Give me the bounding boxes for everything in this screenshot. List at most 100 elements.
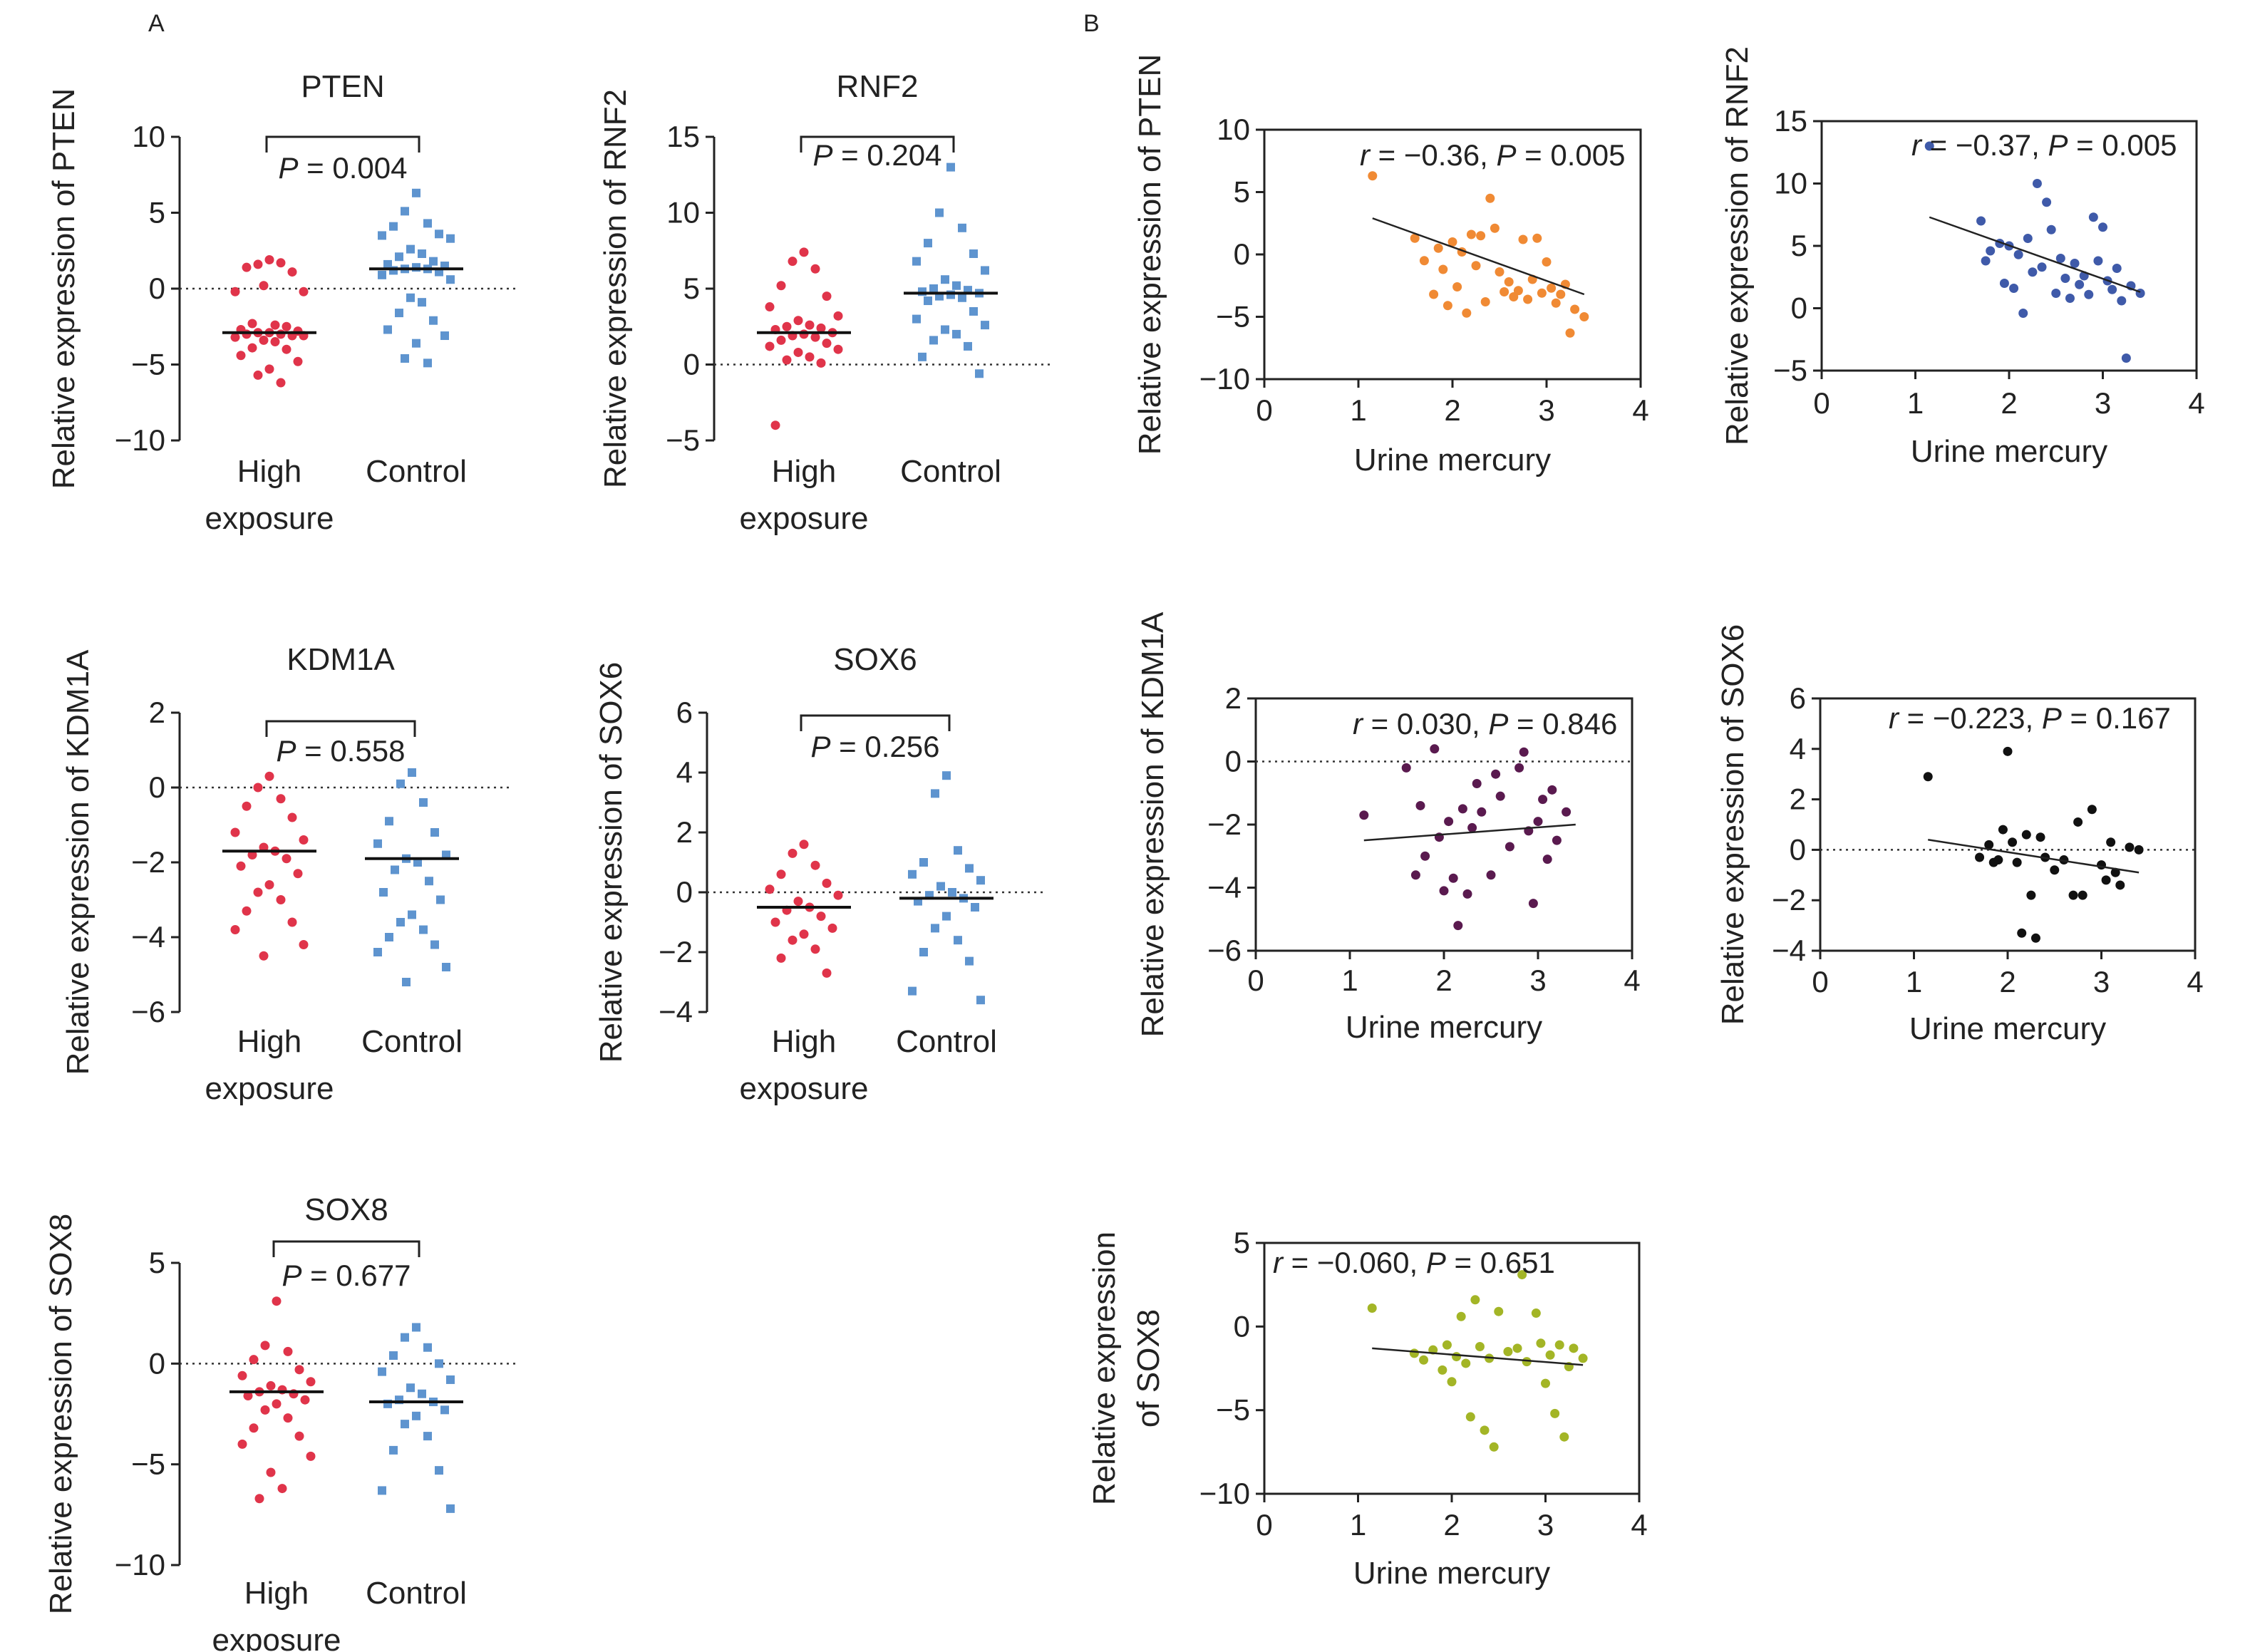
chart1-point-control: [389, 266, 398, 275]
chart2-point-control: [969, 249, 978, 259]
chart9-point: [2030, 933, 2040, 943]
chart10-point: [1419, 1355, 1429, 1365]
chart6-point: [1490, 223, 1500, 233]
chart2-ytick-label: 10: [666, 196, 700, 229]
chart9-point: [1998, 825, 2008, 835]
chart2-point-control: [946, 162, 955, 172]
chart3-ytick-label: 2: [149, 696, 165, 729]
chart3-point-high-exposure: [259, 951, 269, 961]
chart8-xtick-label: 0: [1247, 964, 1264, 997]
chart5-point-high-exposure: [283, 1346, 293, 1356]
chart4-ytick-label: −2: [659, 935, 693, 969]
chart7-correlation-annotation-part-0: r: [1911, 128, 1923, 162]
chart1-y-label: Relative expression of PTEN: [46, 88, 81, 489]
chart7-point: [2055, 254, 2065, 263]
chart1-point-high-exposure: [236, 351, 246, 361]
chart7-xtick-label: 0: [1813, 386, 1829, 420]
chart10-correlation-annotation: r = −0.060, P = 0.651: [1273, 1246, 1555, 1279]
chart2-point-control: [935, 208, 944, 217]
chart2-point-high-exposure: [833, 311, 843, 321]
chart5-point-control: [389, 1445, 398, 1455]
chart9-point: [2078, 890, 2087, 900]
chart7-xtick-label: 1: [1907, 386, 1924, 420]
chart1-point-high-exposure: [264, 255, 274, 265]
chart2-point-control: [952, 329, 961, 339]
chart10-correlation-annotation-part-0: r: [1273, 1246, 1284, 1279]
chart10-point: [1559, 1432, 1569, 1442]
chart7-y-label: Relative expression of RNF2: [1720, 46, 1755, 445]
chart6-ytick-label: 5: [1234, 175, 1250, 209]
chart7-point: [2013, 249, 2023, 259]
chart6-ytick-label: 0: [1234, 237, 1250, 271]
chart5-point-high-exposure: [306, 1377, 316, 1387]
chart3-point-high-exposure: [287, 812, 297, 822]
chart8-point: [1562, 807, 1572, 817]
chart2-p-value: P = 0.204: [813, 138, 942, 172]
chart6-correlation-annotation-part-0: r: [1360, 138, 1371, 172]
chart4-point-high-exposure: [827, 923, 837, 933]
chart10-point: [1480, 1425, 1490, 1435]
chart5-point-high-exposure: [283, 1413, 293, 1423]
chart6-point: [1570, 304, 1580, 314]
chart9-xtick-label: 3: [2093, 965, 2110, 998]
chart8-correlation-annotation: r = 0.030, P = 0.846: [1353, 707, 1617, 740]
chart4-point-high-exposure: [833, 890, 843, 900]
chart9-point: [2050, 865, 2060, 875]
chart8-point: [1486, 870, 1496, 880]
chart6-point: [1466, 229, 1476, 239]
chart7-point: [1986, 246, 1996, 256]
chart5-point-high-exposure: [254, 1494, 264, 1504]
chart6-point: [1547, 283, 1557, 293]
chart7-point: [2042, 197, 2052, 207]
chart3-point-high-exposure: [253, 887, 263, 897]
chart1-point-control: [378, 231, 386, 240]
chart9-point: [2087, 805, 2097, 815]
chart8-xtick-label: 4: [1624, 964, 1640, 997]
chart1-point-control: [423, 219, 432, 228]
chart9-plot-frame: [1819, 697, 2197, 952]
chart5-point-high-exposure: [266, 1380, 276, 1390]
chart9-point: [2059, 855, 2069, 865]
chart4-ytick-label: 4: [676, 755, 693, 789]
chart1-point-control: [412, 188, 420, 197]
chart3-point-control: [391, 865, 399, 874]
chart1-point-high-exposure: [270, 337, 280, 347]
chart4-ytick-label: 6: [676, 696, 693, 729]
chart7-ytick-label: −5: [1773, 353, 1807, 387]
chart7-xtick-label: 3: [2095, 386, 2111, 420]
chart6-point: [1368, 171, 1378, 181]
chart1-point-high-exposure: [282, 344, 291, 354]
chart4-point-control: [919, 948, 928, 956]
chart1-point-high-exposure: [293, 356, 303, 366]
chart10-point: [1494, 1306, 1504, 1316]
chart8-point: [1514, 763, 1524, 773]
chart8-point: [1462, 889, 1472, 899]
chart8-xtick-label: 3: [1529, 964, 1546, 997]
chart5-point-control: [435, 1359, 443, 1368]
chart8-point: [1477, 807, 1487, 817]
chart6-point: [1419, 256, 1429, 266]
chart8-point: [1547, 785, 1557, 795]
chart4-ytick-label: 0: [676, 875, 693, 909]
chart8-point: [1457, 804, 1467, 814]
chart5-significance-bracket: [272, 1240, 420, 1257]
chart5-group: 5 0 −5 −10 SOX8 Relative expression of SOX8 Hi…: [43, 1192, 516, 1652]
chart4-point-control: [908, 869, 917, 879]
chart2-point-high-exposure: [816, 323, 826, 333]
chart8-point: [1448, 873, 1458, 883]
chart3-point-high-exposure: [276, 794, 286, 804]
chart6-ytick-label: −10: [1199, 362, 1250, 396]
chart2-point-high-exposure: [776, 281, 786, 291]
chart3-category-label: exposure: [205, 1071, 334, 1106]
chart3-point-control: [373, 839, 382, 848]
chart10-point: [1541, 1378, 1550, 1388]
chart9-point: [1993, 855, 2003, 865]
chart7-correlation-annotation: r = −0.37, P = 0.005: [1911, 128, 2177, 162]
chart9-point: [2134, 845, 2144, 855]
chart1-point-control: [429, 316, 438, 325]
chart7-ytick-label: 5: [1791, 229, 1807, 262]
chart6-point: [1476, 231, 1486, 241]
chart2-category-label: exposure: [739, 501, 868, 536]
